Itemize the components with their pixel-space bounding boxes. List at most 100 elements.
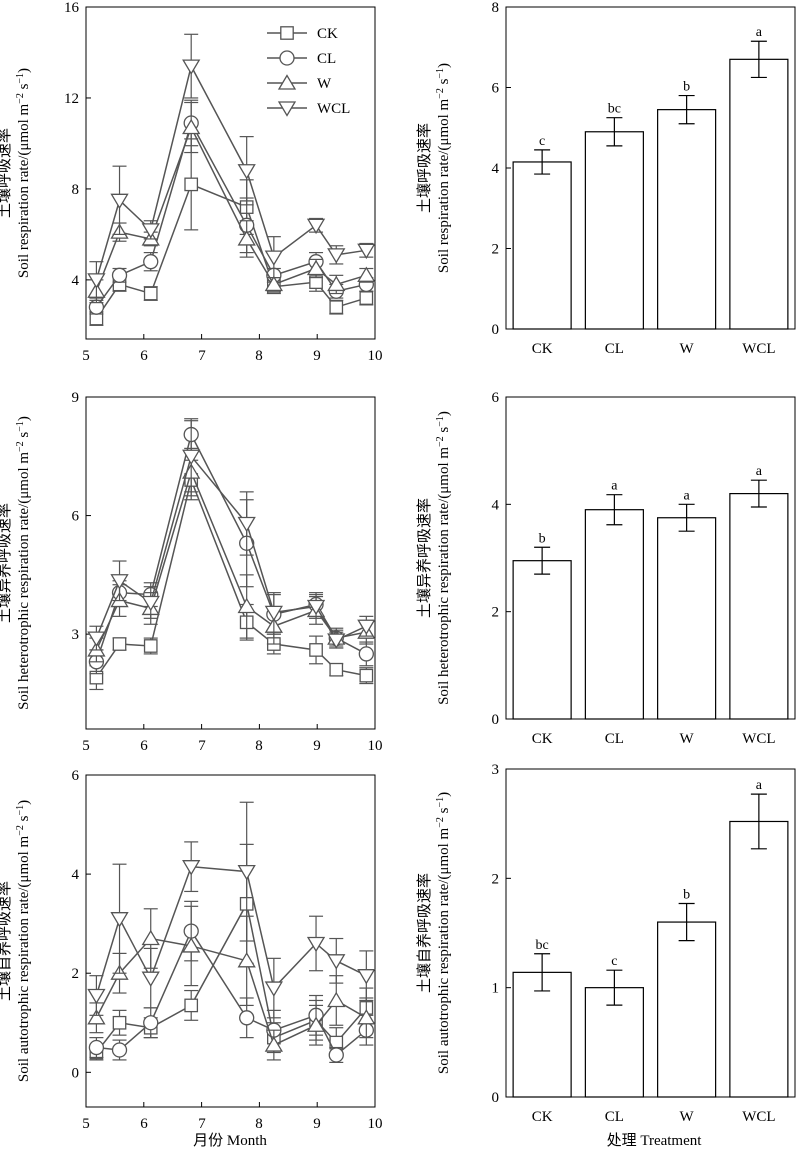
x-tick-label: 5: [82, 738, 90, 754]
y-axis-label: 土壤呼吸速率 Soil respiration rate/(μmol m−2 s−…: [0, 68, 32, 278]
y-tick-label: 8: [72, 182, 80, 198]
plot-frame: [85, 6, 376, 340]
legend-label: W: [317, 76, 332, 92]
data-point: [327, 991, 346, 1008]
data-point: [87, 631, 106, 647]
y-tick-label: 6: [72, 509, 80, 525]
y-tick-label: 3: [72, 627, 80, 643]
x-tick-label: 9: [313, 1116, 321, 1132]
data-point: [87, 273, 106, 289]
x-tick-label: 7: [198, 1116, 206, 1132]
data-point: [306, 1016, 326, 1032]
y-axis-label-en: Soil heterotrophic respiration rate/(μmo…: [436, 447, 452, 705]
data-point: [359, 291, 374, 305]
data-point: [141, 595, 160, 612]
line-chart-2: 5 6 7 8 9 10 3 6 9 土壤异养呼吸速率 Soil heterotrophic res…: [0, 390, 383, 754]
legend-marker: [277, 74, 297, 90]
data-point: [237, 164, 256, 180]
data-point: [141, 929, 160, 946]
legend-marker: [277, 101, 297, 117]
legend-label: WCL: [317, 101, 350, 117]
y-tick-label: 8: [492, 0, 500, 16]
x-tick-label: W: [680, 1109, 695, 1125]
bar-W: [657, 109, 717, 330]
data-point: [110, 912, 129, 928]
x-tick-label: 6: [140, 1116, 148, 1132]
x-tick-label: 6: [140, 348, 148, 364]
series-line: [95, 454, 367, 642]
bar-CK: [512, 560, 572, 720]
data-point: [327, 248, 346, 264]
data-point: [327, 954, 346, 970]
significance-label: c: [611, 954, 617, 969]
data-point: [329, 662, 344, 677]
data-point: [264, 1036, 283, 1052]
data-point: [88, 1039, 105, 1056]
x-tick-label: 5: [82, 348, 90, 364]
data-point: [184, 998, 199, 1013]
y-axis-label-en: Soil respiration rate/(μmol m: [16, 103, 32, 278]
x-tick-label: 8: [255, 348, 263, 364]
data-point: [329, 300, 344, 315]
y-axis-label: 土壤呼吸速率 Soil respiration rate/(μmol m−2 s−…: [415, 63, 452, 273]
y-tick-label: 4: [72, 273, 80, 289]
x-tick-label: WCL: [742, 341, 775, 357]
series-WCL: [87, 801, 376, 1019]
data-point: [359, 668, 374, 683]
x-tick-label: 7: [198, 348, 206, 364]
bar-chart-3: 0 2 4 6 土壤异养呼吸速率 Soil heterotrophic respirati…: [415, 390, 796, 747]
data-point: [182, 860, 201, 876]
data-point: [182, 937, 201, 953]
y-tick-label: 6: [492, 390, 500, 406]
significance-label: a: [756, 25, 763, 40]
x-tick-label: 10: [368, 738, 383, 754]
bar-WCL: [729, 58, 789, 330]
data-point: [306, 218, 326, 235]
series-line: [95, 432, 367, 663]
data-point: [112, 1015, 127, 1030]
series-line: [95, 125, 367, 292]
data-point: [357, 619, 376, 636]
significance-label: b: [683, 80, 690, 95]
y-tick-label: 1: [492, 981, 500, 997]
data-point: [237, 516, 256, 533]
x-tick-label: CK: [532, 1109, 553, 1125]
x-tick-label: 7: [198, 738, 206, 754]
data-point: [239, 1010, 255, 1026]
series-line: [95, 64, 367, 281]
significance-label: bc: [536, 938, 549, 953]
data-point: [306, 259, 326, 276]
x-axis-title-treatment: 处理 Treatment: [607, 1132, 703, 1149]
data-point: [358, 646, 374, 662]
bar-CK: [512, 161, 572, 330]
series-line: [95, 937, 367, 1047]
series-CK: [89, 843, 374, 1061]
y-tick-label: 2: [492, 605, 500, 621]
data-point: [184, 177, 199, 192]
x-tick-label: WCL: [742, 731, 775, 747]
x-tick-label: 10: [368, 348, 383, 364]
bar-WCL: [729, 820, 789, 1098]
data-point: [306, 599, 326, 616]
significance-label: a: [756, 778, 763, 793]
y-tick-label: 3: [492, 762, 500, 778]
y-tick-label: 9: [72, 390, 80, 406]
data-point: [357, 266, 376, 282]
data-point: [143, 254, 159, 270]
series-CK: [89, 138, 374, 326]
x-tick-label: WCL: [742, 1109, 775, 1125]
series-line: [95, 477, 367, 679]
data-point: [87, 988, 106, 1005]
bar-W: [657, 921, 717, 1098]
y-axis-label: 土壤异养呼吸速率 Soil heterotrophic respiration r…: [415, 411, 452, 705]
y-tick-label: 6: [72, 768, 80, 784]
data-point: [182, 59, 201, 75]
x-tick-label: W: [680, 341, 695, 357]
y-axis-label: 土壤自养呼吸速率 Soil autotrophic respiration rat…: [0, 800, 32, 1082]
series-line: [95, 121, 367, 308]
data-point: [182, 449, 201, 466]
x-tick-label: CL: [605, 1109, 624, 1125]
y-tick-label: 16: [64, 0, 80, 16]
data-point: [87, 1009, 106, 1025]
data-point: [264, 275, 283, 292]
